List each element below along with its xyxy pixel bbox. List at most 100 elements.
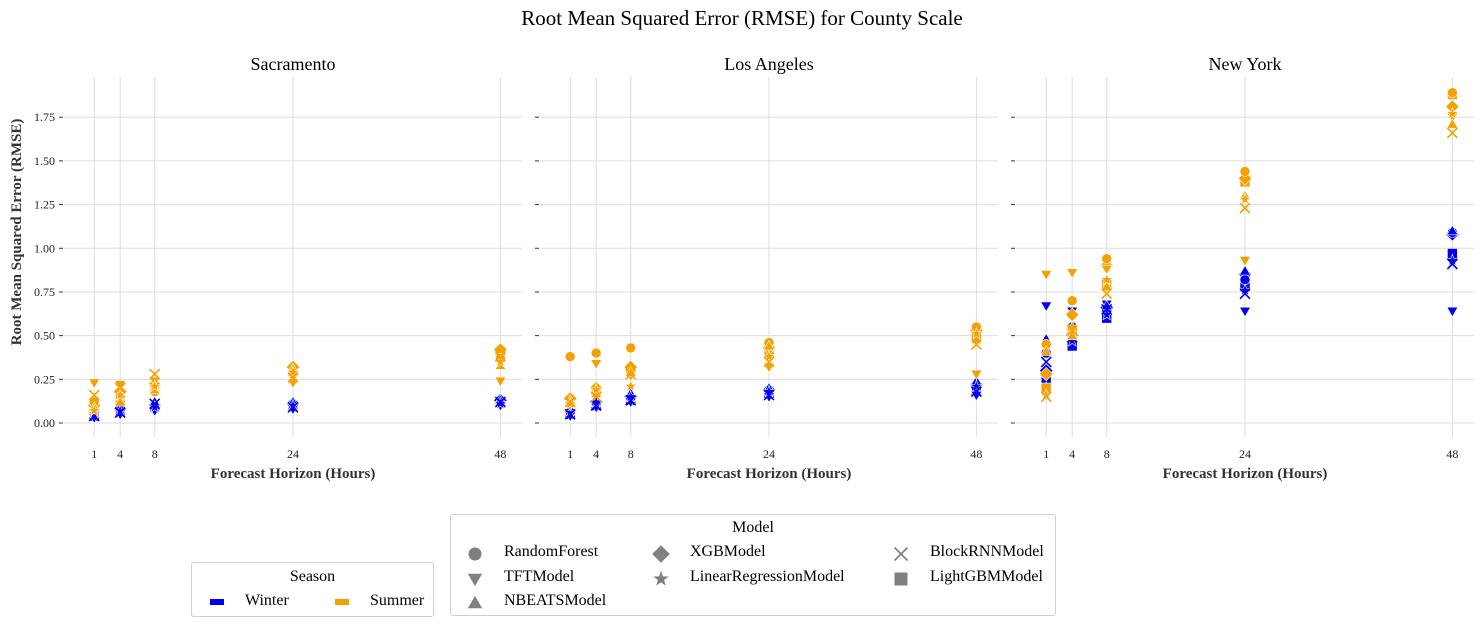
- data-point-summer: [762, 349, 776, 363]
- x-tick-label: 48: [970, 447, 982, 461]
- data-point-summer: [1238, 192, 1252, 206]
- data-point-summer: [147, 379, 162, 393]
- data-point-winter: [970, 386, 982, 398]
- legend-marker-x: [893, 546, 909, 562]
- figure-title: Root Mean Squared Error (RMSE) for Count…: [521, 6, 963, 30]
- x-tick-label: 8: [1104, 447, 1110, 461]
- series-winter: [563, 375, 984, 423]
- data-point-summer: [564, 396, 576, 408]
- x-axis-label: Forecast Horizon (Hours): [211, 466, 376, 482]
- model-legend-title: Model: [732, 519, 774, 536]
- data-point-winter: [494, 396, 506, 408]
- x-axis-label: Forecast Horizon (Hours): [1163, 466, 1328, 482]
- data-point-summer: [149, 368, 161, 380]
- x-tick-label: 8: [628, 447, 634, 461]
- data-point-winter: [564, 408, 576, 420]
- data-point-summer: [1101, 253, 1112, 264]
- legend-marker-diamond: [652, 545, 670, 563]
- data-point-winter: [114, 406, 126, 419]
- circle-marker-icon: [468, 547, 482, 561]
- panel-sacramento: 0.000.250.500.751.001.251.501.751 4 8 24 48S…: [9, 54, 522, 482]
- data-point-summer: [590, 359, 603, 370]
- data-point-winter: [1446, 306, 1459, 318]
- model-legend: Model RandomForest TFTModel NBEATSModel XGB…: [450, 514, 1056, 616]
- data-point-summer: [1066, 268, 1079, 279]
- data-point-summer: [970, 369, 983, 381]
- series-winter: [87, 393, 508, 424]
- y-tick-label: 1.25: [34, 198, 55, 212]
- data-point-summer: [114, 395, 127, 407]
- data-point-summer: [1066, 329, 1079, 340]
- x-tick-label: 48: [494, 447, 506, 461]
- x-tick-label: 8: [152, 447, 158, 461]
- panel-title: New York: [1208, 54, 1281, 74]
- data-point-summer: [590, 391, 602, 403]
- x-tick-label: 24: [287, 447, 299, 461]
- data-point-winter: [1238, 306, 1252, 318]
- x-marker-icon: [893, 546, 909, 562]
- data-point-summer: [762, 362, 776, 374]
- panel-title: Sacramento: [251, 54, 336, 74]
- data-point-summer: [287, 372, 299, 384]
- legend-marker-triangle-down: [467, 573, 483, 587]
- data-point-winter: [763, 389, 775, 401]
- data-point-summer: [563, 396, 578, 410]
- legend-marker-square: [894, 572, 908, 586]
- model-legend-label: RandomForest: [504, 543, 599, 560]
- data-point-winter: [590, 399, 602, 412]
- data-point-summer: [969, 326, 984, 340]
- x-tick-label: 1: [567, 447, 573, 461]
- winter-swatch-icon: [210, 599, 224, 605]
- data-point-summer: [623, 379, 638, 393]
- data-point-summer: [1446, 127, 1458, 139]
- data-point-winter: [1446, 258, 1458, 270]
- data-point-winter: [493, 396, 508, 410]
- data-point-summer: [114, 382, 126, 394]
- model-legend-label: TFTModel: [504, 568, 575, 585]
- model-legend-label: LinearRegressionModel: [690, 568, 845, 585]
- data-point-summer: [564, 351, 576, 362]
- diamond-marker-icon: [652, 545, 670, 563]
- square-marker-icon: [894, 572, 908, 586]
- x-tick-label: 1: [1043, 447, 1049, 461]
- data-point-summer: [87, 403, 102, 417]
- x-tick-label: 4: [1069, 447, 1075, 461]
- data-point-summer: [1040, 345, 1053, 356]
- x-tick-label: 24: [1239, 447, 1251, 461]
- data-point-summer: [625, 368, 637, 380]
- summer-swatch: [335, 599, 349, 605]
- x-tick-label: 4: [593, 447, 599, 461]
- data-point-summer: [1100, 264, 1113, 276]
- data-point-summer: [1066, 324, 1078, 336]
- data-point-winter: [1040, 356, 1052, 368]
- data-point-winter: [147, 400, 162, 414]
- data-point-summer: [286, 365, 300, 379]
- data-point-summer: [88, 378, 101, 389]
- data-point-winter: [1238, 264, 1252, 276]
- model-legend-label: XGBModel: [690, 543, 766, 560]
- triangle-down-marker-icon: [467, 573, 483, 587]
- data-point-summer: [589, 382, 604, 396]
- data-point-summer: [494, 376, 507, 388]
- data-point-summer: [1065, 307, 1080, 322]
- x-tick-label: 24: [763, 447, 775, 461]
- data-point-summer: [625, 342, 637, 354]
- data-point-winter: [969, 379, 984, 393]
- star-marker-icon: [653, 570, 669, 586]
- data-point-summer: [763, 356, 775, 368]
- data-point-summer: [1066, 295, 1078, 306]
- y-tick-label: 0.75: [34, 285, 55, 299]
- data-point-summer: [1101, 288, 1113, 300]
- y-tick-label: 0.25: [34, 372, 55, 386]
- data-point-winter: [149, 398, 161, 410]
- model-legend-label: BlockRNNModel: [930, 543, 1044, 560]
- series-summer: [87, 342, 508, 417]
- data-point-summer: [1040, 391, 1052, 403]
- y-tick-label: 1.50: [34, 154, 55, 168]
- data-point-summer: [1239, 202, 1251, 214]
- data-point-winter: [1239, 274, 1251, 285]
- data-point-winter: [625, 394, 637, 406]
- data-point-summer: [1099, 272, 1114, 286]
